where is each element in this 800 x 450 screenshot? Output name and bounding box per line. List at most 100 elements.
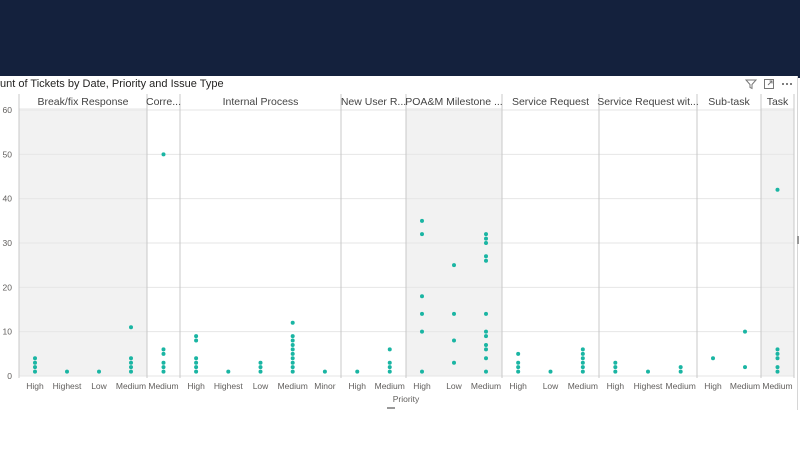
data-point (580, 356, 585, 361)
scatter-chart: 0 10 20 30 40 50 60 Break/fix Response High Highe… (3, 94, 795, 404)
y-tick-label: 60 (3, 105, 13, 115)
panel-background (19, 108, 147, 376)
data-point (452, 311, 456, 316)
data-point (290, 360, 295, 365)
x-tick-label: Medium (666, 381, 696, 391)
data-point (387, 365, 392, 370)
data-point (613, 360, 618, 365)
data-point (258, 365, 263, 370)
data-point (580, 365, 585, 370)
data-point (484, 342, 488, 347)
y-tick-label: 50 (3, 149, 13, 159)
data-point (322, 369, 327, 374)
data-point (743, 329, 747, 334)
y-tick-label: 30 (3, 238, 13, 248)
data-point (161, 152, 166, 157)
data-point (775, 347, 780, 352)
panel-background (599, 108, 697, 376)
panel-header: Corre... (146, 96, 181, 108)
data-point (452, 360, 456, 365)
data-point (387, 347, 392, 352)
data-point (290, 356, 295, 361)
data-point (129, 360, 133, 365)
x-tick-label: High (349, 381, 367, 391)
panel-header: New User R... (341, 96, 406, 108)
x-tick-label: High (413, 381, 431, 391)
data-point (580, 369, 585, 374)
data-point (775, 369, 780, 374)
x-tick-label: High (607, 381, 625, 391)
data-point (290, 365, 295, 370)
data-point (516, 369, 521, 374)
chart-visual[interactable]: 0 10 20 30 40 50 60 Break/fix Response High Highe… (0, 76, 799, 410)
y-tick-label: 0 (7, 371, 12, 381)
data-point (97, 369, 101, 374)
data-point (33, 369, 37, 374)
data-point (678, 369, 683, 374)
data-point (580, 360, 585, 365)
data-point (226, 369, 231, 374)
chart-title: unt of Tickets by Date, Priority and Iss… (0, 78, 224, 90)
data-point (420, 311, 424, 316)
x-tick-label: Medium (148, 381, 178, 391)
data-point (484, 232, 488, 237)
data-point (420, 369, 424, 374)
panel-header: Service Request wit... (597, 96, 699, 108)
focus-mode-icon[interactable] (763, 78, 775, 93)
data-point (420, 218, 424, 223)
panel-header: Service Request (512, 96, 589, 108)
panel-background (697, 108, 761, 376)
x-tick-label: Highest (214, 381, 243, 391)
data-point (194, 356, 199, 361)
data-point (194, 334, 199, 339)
data-point (129, 369, 133, 374)
data-point (290, 342, 295, 347)
data-point (420, 294, 424, 299)
data-point (387, 360, 392, 365)
data-point (516, 360, 521, 365)
x-tick-label: Low (446, 381, 462, 391)
panel-header: Task (767, 96, 789, 108)
data-point (613, 369, 618, 374)
visual-header (744, 78, 793, 93)
x-tick-label: Medium (762, 381, 792, 391)
data-point (290, 347, 295, 352)
panel-header: Internal Process (223, 96, 299, 108)
x-tick-label: Medium (730, 381, 760, 391)
x-tick-label: Medium (116, 381, 146, 391)
data-point (516, 365, 521, 370)
panel-header: Sub-task (708, 96, 750, 108)
data-point (33, 360, 37, 365)
panel-header: POA&M Milestone ... (405, 96, 502, 108)
side-resize-handle[interactable] (797, 236, 799, 244)
data-point (484, 311, 488, 316)
data-point (161, 351, 166, 356)
data-point (420, 329, 424, 334)
x-tick-label: High (26, 381, 44, 391)
data-point (775, 356, 780, 361)
data-point (484, 236, 488, 241)
data-point (484, 356, 488, 361)
y-tick-label: 10 (3, 327, 13, 337)
y-tick-label: 20 (3, 282, 13, 292)
filter-icon[interactable] (744, 78, 758, 93)
data-point (743, 365, 747, 370)
panel-header: Break/fix Response (37, 96, 128, 108)
data-point (775, 351, 780, 356)
x-tick-label: High (187, 381, 205, 391)
panel-background (147, 108, 180, 376)
data-point (613, 365, 618, 370)
more-options-icon[interactable] (781, 78, 793, 93)
data-point (580, 347, 585, 352)
data-point (129, 365, 133, 370)
data-point (258, 360, 263, 365)
data-point (646, 369, 650, 374)
bottom-resize-handle[interactable] (387, 407, 395, 409)
data-point (65, 369, 69, 374)
data-point (290, 338, 295, 343)
data-point (484, 241, 488, 245)
x-tick-label: Low (253, 381, 269, 391)
data-point (484, 347, 488, 352)
data-point (161, 347, 166, 352)
x-tick-label: Highest (53, 381, 82, 391)
